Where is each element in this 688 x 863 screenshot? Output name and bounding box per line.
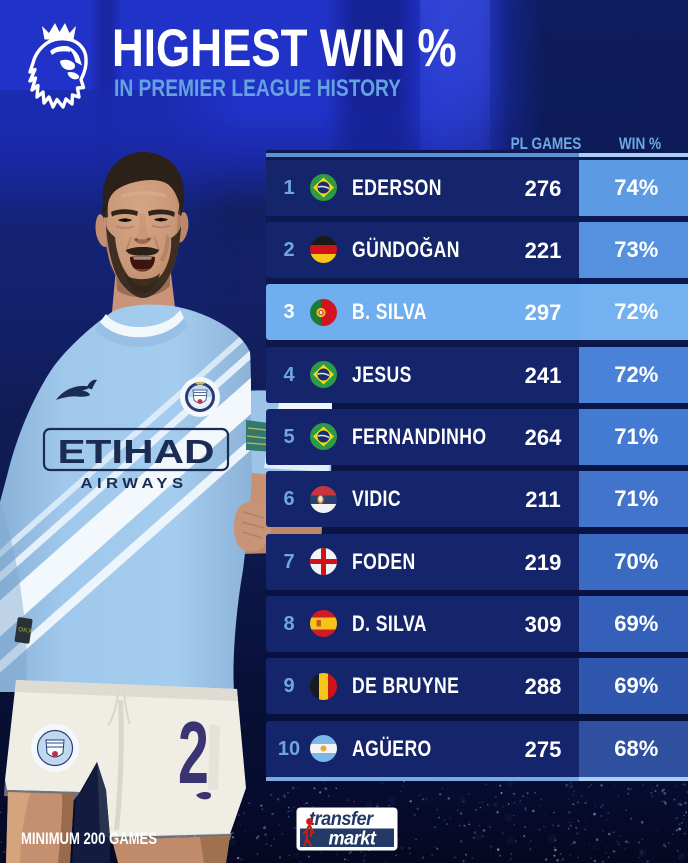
svg-text:ETIHAD: ETIHAD (58, 433, 215, 470)
svg-text:OKX: OKX (18, 626, 34, 635)
svg-text:transfer: transfer (309, 807, 375, 829)
svg-text:AIRWAYS: AIRWAYS (81, 475, 188, 492)
svg-text:markt: markt (328, 827, 376, 849)
svg-text:2: 2 (178, 703, 209, 802)
